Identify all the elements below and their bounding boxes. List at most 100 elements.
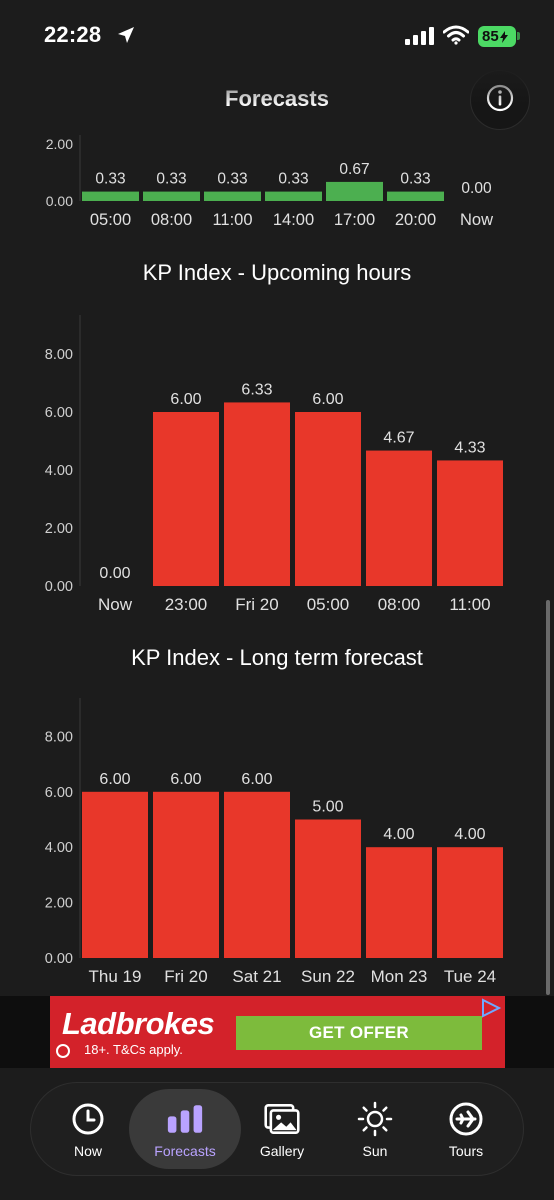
y-tick-label: 2.00 (45, 521, 73, 537)
kp-upcoming-chart: 0.00 2.00 4.00 6.00 8.00 0.00 Now 6.00 23:00 6.33… (45, 315, 503, 614)
y-tick-label: 6.00 (45, 785, 73, 801)
bar[interactable] (326, 181, 383, 201)
x-tick-label: 05:00 (90, 211, 131, 229)
tab-forecasts[interactable]: Forecasts (129, 1089, 241, 1169)
x-tick-label: Tue 24 (444, 967, 496, 986)
x-tick-label: 11:00 (212, 211, 252, 229)
bar[interactable] (153, 791, 219, 958)
bar-value-label: 4.67 (383, 430, 414, 447)
airplane-icon (448, 1101, 484, 1137)
y-tick-label: 0.00 (45, 579, 73, 595)
bar-value-label: 0.33 (217, 171, 247, 188)
x-tick-label: 17:00 (334, 211, 375, 229)
wifi-icon (442, 25, 470, 50)
bar-value-label: 4.33 (454, 439, 485, 456)
bar[interactable] (82, 191, 139, 201)
ad-choices-icon[interactable] (480, 998, 502, 1023)
ad-terms: 18+. T&Cs apply. (84, 1042, 183, 1057)
bar-value-label: 6.00 (170, 391, 201, 408)
tab-label: Forecasts (154, 1143, 216, 1159)
y-tick-label: 8.00 (45, 729, 73, 745)
battery-indicator: 85 (478, 26, 516, 47)
y-tick-label: 6.00 (45, 405, 73, 421)
bar-value-label: 0.33 (400, 171, 430, 188)
x-tick-label: 20:00 (395, 211, 436, 229)
x-tick-label: 11:00 (449, 595, 490, 614)
sun-icon (357, 1101, 393, 1137)
info-icon (485, 83, 515, 118)
info-button[interactable] (470, 70, 530, 130)
probability-chart: 0.00 2.00 0.33 05:00 0.33 08:00 0.33 11:00 0.33 1… (46, 135, 493, 229)
bar[interactable] (265, 191, 322, 201)
y-tick-label: 4.00 (45, 840, 73, 856)
battery-cap (517, 32, 520, 40)
bar-chart-icon (167, 1101, 203, 1137)
bar[interactable] (143, 191, 200, 201)
y-tick-label: 4.00 (45, 463, 73, 479)
x-tick-label: 08:00 (151, 211, 192, 229)
location-arrow-icon (117, 26, 135, 49)
status-bar: 22:28 85 (0, 0, 554, 72)
tab-gallery[interactable]: Gallery (232, 1089, 332, 1169)
bar[interactable] (153, 412, 219, 586)
bar[interactable] (387, 191, 444, 201)
tab-label: Gallery (259, 1143, 305, 1159)
bar-value-label: 0.33 (156, 171, 186, 188)
bar[interactable] (437, 847, 503, 958)
x-tick-label: 14:00 (273, 211, 314, 229)
kp-longterm-chart: 0.00 2.00 4.00 6.00 8.00 6.00 Thu 19 6.00 Fri 20… (45, 698, 503, 986)
bar-value-label: 4.00 (454, 826, 485, 843)
bar-value-label: 6.00 (99, 771, 130, 788)
bar[interactable] (224, 791, 290, 958)
bar-value-label: 6.00 (312, 391, 343, 408)
y-tick-label: 0.00 (45, 951, 73, 967)
x-tick-label: Sun 22 (301, 967, 355, 986)
y-tick-label: 8.00 (45, 347, 73, 363)
status-time: 22:28 (44, 22, 102, 47)
y-tick-label: 0.00 (46, 193, 73, 209)
bar[interactable] (437, 460, 503, 586)
bar[interactable] (204, 191, 261, 201)
bar-value-label: 5.00 (312, 799, 343, 816)
bar[interactable] (295, 819, 361, 959)
x-tick-label: Fri 20 (164, 967, 207, 986)
cellular-signal-icon (405, 27, 435, 50)
bar-value-label: 0.33 (95, 171, 125, 188)
bar-value-label: 0.33 (278, 171, 308, 188)
y-tick-label: 2.00 (45, 896, 73, 912)
bar[interactable] (366, 847, 432, 958)
scrollbar[interactable] (546, 600, 550, 995)
x-tick-label: 23:00 (165, 595, 208, 614)
tab-sun[interactable]: Sun (325, 1089, 425, 1169)
ad-content[interactable]: Ladbrokes 18+. T&Cs apply. GET OFFER (50, 996, 505, 1068)
bar-value-label: 4.00 (383, 826, 414, 843)
x-tick-label: 08:00 (378, 595, 421, 614)
bar-value-label: 0.67 (339, 161, 369, 178)
chart-title-upcoming: KP Index - Upcoming hours (142, 260, 412, 285)
bar-value-label: 0.00 (461, 180, 492, 197)
x-tick-label: Now (98, 595, 133, 614)
ad-banner[interactable]: Ladbrokes 18+. T&Cs apply. GET OFFER (0, 996, 554, 1068)
bar[interactable] (82, 791, 148, 958)
x-tick-label: 05:00 (307, 595, 350, 614)
bar[interactable] (366, 450, 432, 586)
battery-level: 85 (482, 28, 499, 45)
x-tick-label: Now (460, 211, 493, 229)
x-tick-label: Thu 19 (89, 967, 142, 986)
age-restriction-icon (56, 1044, 70, 1058)
clock-icon (70, 1101, 106, 1137)
x-tick-label: Sat 21 (232, 967, 281, 986)
bar[interactable] (224, 402, 290, 586)
tab-label: Sun (362, 1143, 388, 1159)
chart-title-longterm: KP Index - Long term forecast (131, 645, 423, 670)
tab-label: Tours (448, 1143, 484, 1159)
tab-now[interactable]: Now (38, 1089, 138, 1169)
bar-value-label: 0.00 (99, 565, 130, 582)
gallery-icon (264, 1101, 300, 1137)
ad-brand: Ladbrokes (62, 1006, 215, 1041)
tab-tours[interactable]: Tours (416, 1089, 516, 1169)
tab-label: Now (73, 1143, 102, 1159)
ad-cta-button[interactable]: GET OFFER (236, 1016, 482, 1050)
bar[interactable] (295, 412, 361, 586)
y-tick-label: 2.00 (46, 136, 73, 152)
